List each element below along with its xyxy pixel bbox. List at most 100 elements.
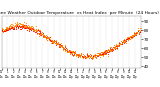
Point [117,45,120,47]
Point [38,29,40,30]
Point [55,41,57,43]
Point [92,55,95,57]
Point [119,43,121,45]
Point [117,45,120,47]
Point [49,40,52,42]
Point [47,37,49,38]
Point [35,29,38,31]
Point [118,45,120,46]
Point [52,41,55,43]
Point [121,42,124,43]
Point [127,37,129,38]
Point [90,55,92,57]
Point [109,49,112,50]
Point [135,33,138,34]
Point [113,46,116,47]
Point [62,48,65,49]
Point [28,27,31,29]
Point [10,28,13,29]
Point [28,30,30,31]
Point [133,34,135,36]
Point [130,35,133,37]
Point [18,26,21,27]
Point [15,26,17,28]
Point [17,22,20,23]
Point [81,57,84,59]
Point [111,49,113,50]
Point [92,56,95,57]
Point [27,26,30,28]
Point [6,27,8,28]
Point [84,55,87,57]
Point [26,28,28,29]
Point [84,56,87,58]
Point [49,39,52,41]
Point [18,26,21,27]
Point [119,43,122,44]
Point [108,49,111,50]
Point [1,30,4,31]
Point [76,53,79,55]
Point [94,56,96,57]
Point [60,46,63,47]
Point [36,31,38,32]
Point [121,43,123,45]
Point [57,44,60,45]
Point [8,27,10,28]
Point [20,28,23,29]
Point [118,43,120,45]
Point [104,50,107,51]
Point [91,57,93,58]
Point [93,55,96,56]
Point [134,34,137,36]
Point [100,53,103,54]
Point [5,30,7,31]
Point [73,54,75,55]
Point [41,33,44,34]
Point [12,28,15,30]
Point [109,49,112,51]
Point [139,30,141,32]
Point [75,54,77,56]
Point [2,31,5,32]
Point [86,57,89,58]
Point [120,40,122,42]
Point [77,54,80,55]
Point [113,45,115,46]
Point [102,52,105,53]
Point [19,28,21,29]
Point [28,29,31,30]
Point [60,46,63,47]
Point [50,40,53,41]
Point [27,28,30,29]
Point [122,39,124,41]
Point [68,51,71,52]
Point [51,40,54,41]
Point [61,49,64,50]
Point [93,54,96,55]
Point [116,48,118,49]
Point [97,54,100,55]
Point [46,37,49,38]
Point [66,51,69,52]
Point [117,44,119,46]
Point [131,35,133,36]
Point [66,52,68,53]
Point [57,44,60,45]
Point [89,57,92,58]
Point [14,26,16,27]
Point [119,43,122,45]
Point [30,27,32,28]
Point [21,26,24,28]
Point [11,27,14,29]
Point [65,49,68,50]
Point [74,54,77,56]
Point [33,30,36,31]
Point [67,50,70,51]
Point [7,29,10,30]
Point [95,57,97,58]
Point [42,36,44,38]
Point [33,29,35,31]
Point [126,37,128,38]
Point [78,55,81,56]
